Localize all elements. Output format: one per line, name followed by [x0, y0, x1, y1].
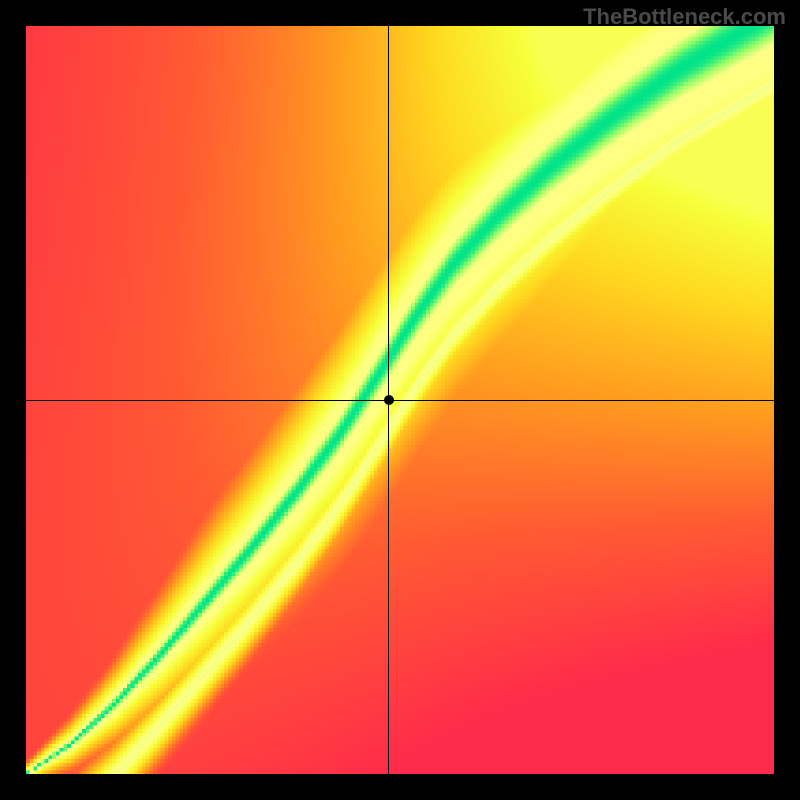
chart-frame: TheBottleneck.com — [0, 0, 800, 800]
watermark-text: TheBottleneck.com — [583, 4, 786, 30]
selection-marker[interactable] — [384, 395, 394, 405]
crosshair-horizontal — [26, 400, 774, 401]
